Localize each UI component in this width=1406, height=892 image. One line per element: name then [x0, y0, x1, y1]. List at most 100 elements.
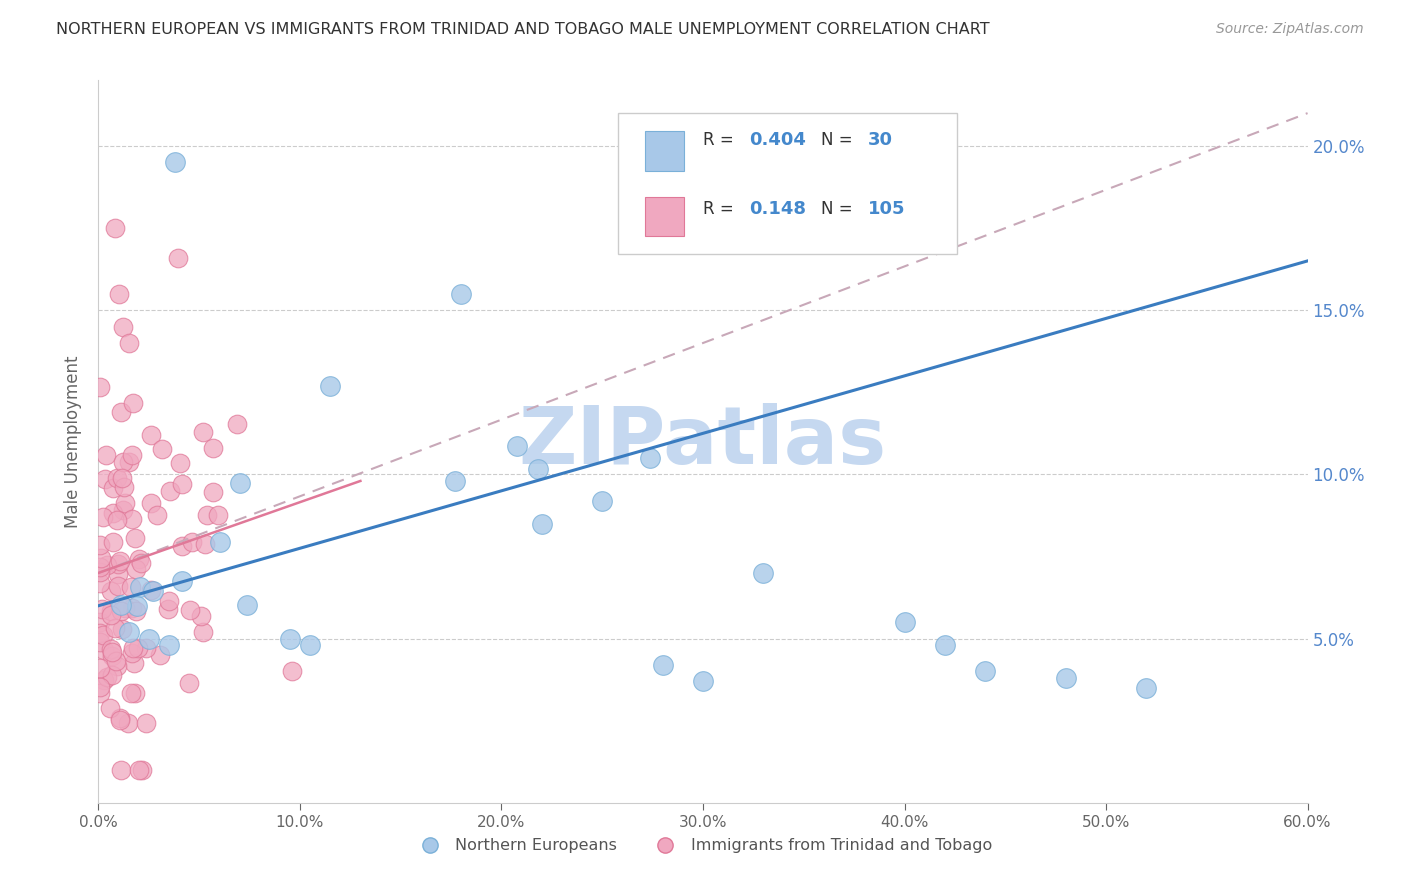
- Point: [91, 628, 114, 642]
- Point: [201, 484, 224, 499]
- Point: [96, 558, 118, 573]
- Point: [193, 624, 215, 639]
- Point: [1135, 681, 1157, 695]
- Point: [651, 657, 673, 672]
- Point: [278, 632, 301, 646]
- Point: [120, 686, 142, 700]
- Point: [120, 580, 142, 594]
- Point: [638, 451, 661, 466]
- Point: [110, 604, 132, 618]
- Point: [101, 534, 124, 549]
- Point: [121, 647, 143, 661]
- Text: ZIPatlas: ZIPatlas: [519, 402, 887, 481]
- Point: [89, 625, 111, 640]
- Point: [129, 556, 152, 570]
- Legend: Northern Europeans, Immigrants from Trinidad and Tobago: Northern Europeans, Immigrants from Trin…: [408, 832, 998, 860]
- Point: [124, 531, 146, 545]
- Point: [101, 645, 124, 659]
- Text: Source: ZipAtlas.com: Source: ZipAtlas.com: [1216, 22, 1364, 37]
- Point: [118, 336, 141, 351]
- Point: [280, 665, 302, 679]
- Point: [101, 481, 124, 495]
- Point: [121, 448, 143, 462]
- Point: [138, 632, 160, 646]
- FancyBboxPatch shape: [619, 112, 957, 253]
- Text: R =: R =: [703, 200, 740, 218]
- Point: [135, 641, 157, 656]
- Point: [89, 686, 111, 700]
- Text: N =: N =: [821, 130, 859, 149]
- Point: [108, 713, 131, 727]
- Point: [131, 763, 153, 777]
- Point: [236, 598, 259, 612]
- Point: [893, 615, 915, 630]
- Point: [752, 566, 775, 580]
- Point: [93, 642, 115, 657]
- Point: [444, 475, 467, 489]
- Point: [156, 601, 179, 615]
- Point: [100, 608, 122, 623]
- Point: [101, 668, 124, 682]
- Text: 105: 105: [868, 200, 905, 218]
- Point: [118, 455, 141, 469]
- Point: [114, 496, 136, 510]
- Point: [159, 483, 181, 498]
- Point: [108, 710, 131, 724]
- Point: [172, 574, 194, 589]
- Point: [124, 562, 146, 576]
- Point: [450, 286, 472, 301]
- Point: [89, 565, 111, 579]
- Point: [125, 599, 148, 614]
- Point: [150, 442, 173, 456]
- Point: [135, 716, 157, 731]
- Point: [506, 439, 529, 453]
- Point: [112, 455, 135, 469]
- Point: [125, 604, 148, 618]
- Text: 0.404: 0.404: [749, 130, 806, 149]
- Point: [934, 638, 956, 652]
- Point: [121, 641, 143, 656]
- Point: [100, 642, 122, 657]
- Point: [128, 763, 150, 777]
- Point: [170, 476, 193, 491]
- Point: [94, 448, 117, 462]
- Point: [100, 604, 122, 618]
- Point: [105, 513, 128, 527]
- Point: [122, 657, 145, 671]
- Point: [89, 661, 111, 675]
- Point: [191, 425, 214, 439]
- Point: [179, 676, 201, 690]
- Point: [530, 516, 553, 531]
- Point: [299, 638, 322, 652]
- Point: [89, 680, 111, 694]
- Point: [105, 471, 128, 485]
- Point: [157, 638, 180, 652]
- Point: [110, 622, 132, 636]
- Point: [124, 686, 146, 700]
- Point: [110, 763, 132, 777]
- Point: [104, 621, 127, 635]
- Point: [181, 535, 204, 549]
- Point: [146, 508, 169, 523]
- Point: [527, 461, 550, 475]
- Point: [319, 379, 342, 393]
- Point: [172, 539, 194, 553]
- Y-axis label: Male Unemployment: Male Unemployment: [65, 355, 83, 528]
- Point: [105, 654, 128, 668]
- Point: [141, 496, 163, 510]
- Text: R =: R =: [703, 130, 740, 149]
- Point: [139, 582, 162, 597]
- Text: N =: N =: [821, 200, 859, 218]
- Point: [89, 634, 111, 648]
- Point: [142, 583, 165, 598]
- Point: [226, 417, 249, 432]
- Point: [157, 594, 180, 608]
- Point: [107, 579, 129, 593]
- Point: [195, 508, 218, 522]
- Point: [90, 601, 112, 615]
- Point: [111, 319, 134, 334]
- Point: [90, 551, 112, 566]
- Point: [89, 538, 111, 552]
- Text: 30: 30: [868, 130, 893, 149]
- Point: [128, 580, 150, 594]
